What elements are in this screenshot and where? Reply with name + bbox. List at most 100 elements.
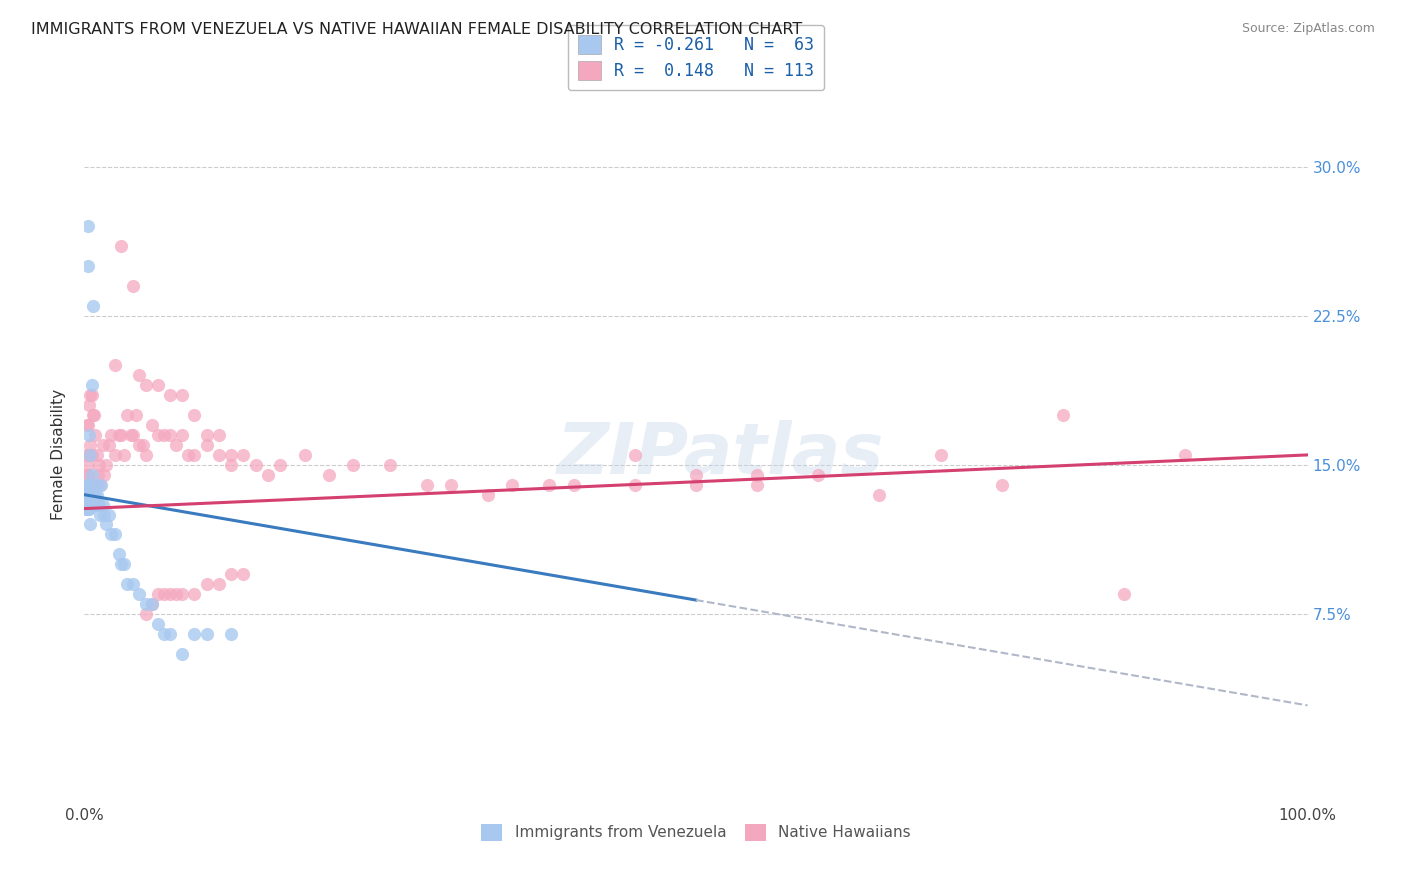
Point xyxy=(122,428,145,442)
Point xyxy=(159,388,181,402)
Point xyxy=(172,647,194,661)
Point xyxy=(562,477,585,491)
Point xyxy=(86,498,108,512)
Point xyxy=(219,627,242,641)
Point xyxy=(132,438,155,452)
Point xyxy=(75,448,97,462)
Point xyxy=(110,558,132,572)
Point xyxy=(86,488,108,502)
Point xyxy=(77,498,100,512)
Point xyxy=(342,458,364,472)
Point xyxy=(77,418,100,433)
Point xyxy=(91,438,114,452)
Point xyxy=(97,438,120,452)
Point xyxy=(77,467,100,482)
Point xyxy=(79,448,101,462)
Point xyxy=(77,477,100,491)
Point xyxy=(208,428,231,442)
Point xyxy=(79,388,101,402)
Point xyxy=(77,458,100,472)
Point xyxy=(219,458,242,472)
Point xyxy=(76,493,98,508)
Point xyxy=(208,577,231,591)
Point xyxy=(77,398,100,412)
Point xyxy=(219,448,242,462)
Point xyxy=(82,408,104,422)
Point xyxy=(76,418,98,433)
Point xyxy=(146,378,169,392)
Point xyxy=(79,488,101,502)
Point xyxy=(172,587,194,601)
Point xyxy=(807,467,830,482)
Point xyxy=(112,558,135,572)
Text: ZIPatlas: ZIPatlas xyxy=(557,420,884,490)
Point xyxy=(86,477,108,491)
Point xyxy=(183,627,205,641)
Point xyxy=(79,498,101,512)
Point xyxy=(159,627,181,641)
Point xyxy=(82,488,104,502)
Point xyxy=(159,428,181,442)
Point xyxy=(80,467,103,482)
Point xyxy=(122,577,145,591)
Point xyxy=(84,498,107,512)
Point xyxy=(120,428,142,442)
Point xyxy=(82,299,104,313)
Point xyxy=(257,467,280,482)
Point xyxy=(183,587,205,601)
Point xyxy=(208,448,231,462)
Point xyxy=(128,368,150,383)
Point xyxy=(80,448,103,462)
Point xyxy=(75,501,97,516)
Point xyxy=(75,488,97,502)
Point xyxy=(83,408,105,422)
Point xyxy=(747,467,769,482)
Point xyxy=(86,448,108,462)
Point xyxy=(153,587,176,601)
Point xyxy=(685,477,707,491)
Point xyxy=(1114,587,1136,601)
Point xyxy=(245,458,267,472)
Point xyxy=(869,488,891,502)
Point xyxy=(153,428,176,442)
Point xyxy=(685,467,707,482)
Point xyxy=(87,467,110,482)
Point xyxy=(146,587,169,601)
Point xyxy=(77,501,100,516)
Point xyxy=(76,501,98,516)
Point xyxy=(107,547,129,561)
Point xyxy=(87,498,110,512)
Point xyxy=(318,467,340,482)
Point xyxy=(991,477,1014,491)
Point xyxy=(141,418,163,433)
Point xyxy=(219,567,242,582)
Point xyxy=(125,408,148,422)
Point xyxy=(97,508,120,522)
Point xyxy=(79,517,101,532)
Point xyxy=(165,587,187,601)
Point xyxy=(80,378,103,392)
Point xyxy=(135,378,157,392)
Point xyxy=(90,477,112,491)
Point xyxy=(84,477,107,491)
Point xyxy=(183,408,205,422)
Point xyxy=(624,477,647,491)
Point xyxy=(294,448,316,462)
Point xyxy=(77,477,100,491)
Point xyxy=(84,488,107,502)
Point xyxy=(76,477,98,491)
Point xyxy=(195,577,218,591)
Point xyxy=(84,428,107,442)
Point xyxy=(96,458,118,472)
Point xyxy=(77,501,100,516)
Point xyxy=(83,488,105,502)
Text: Source: ZipAtlas.com: Source: ZipAtlas.com xyxy=(1241,22,1375,36)
Point xyxy=(232,448,254,462)
Point xyxy=(87,498,110,512)
Point xyxy=(82,498,104,512)
Legend: Immigrants from Venezuela, Native Hawaiians: Immigrants from Venezuela, Native Hawaii… xyxy=(475,817,917,847)
Point xyxy=(128,587,150,601)
Point xyxy=(195,428,218,442)
Point xyxy=(440,477,463,491)
Point xyxy=(112,448,135,462)
